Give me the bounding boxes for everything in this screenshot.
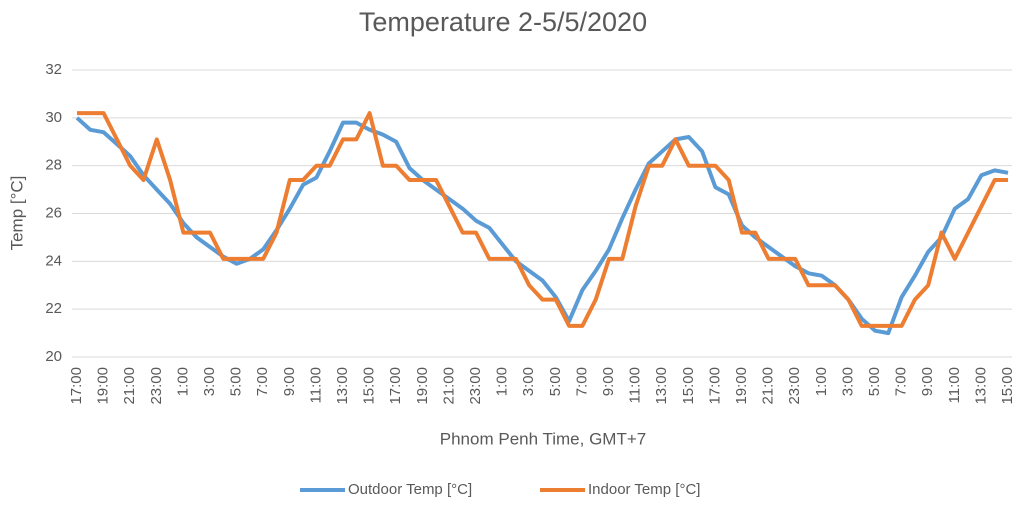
x-tick-label: 7:00	[893, 367, 910, 396]
series-line	[77, 111, 1008, 328]
x-tick-label: 19:00	[95, 367, 112, 405]
x-tick-label: 23:00	[467, 367, 484, 405]
x-tick-label: 7:00	[254, 367, 271, 396]
x-tick-label: 11:00	[307, 367, 324, 403]
x-tick-label: 1:00	[174, 367, 191, 396]
x-tick-label: 17:00	[706, 367, 723, 405]
y-tick-label: 26	[45, 204, 62, 221]
x-tick-label: 11:00	[946, 367, 963, 403]
y-tick-label: 28	[45, 157, 62, 174]
x-tick-label: 21:00	[760, 367, 777, 405]
x-tick-label: 15:00	[361, 367, 378, 405]
y-axis-title: Temp [°C]	[7, 176, 26, 251]
y-tick-label: 24	[45, 252, 62, 269]
x-tick-label: 9:00	[281, 367, 298, 396]
legend-label: Outdoor Temp [°C]	[348, 481, 472, 498]
x-tick-label: 9:00	[919, 367, 936, 396]
x-tick-label: 5:00	[547, 367, 564, 396]
x-tick-label: 19:00	[414, 367, 431, 405]
x-tick-label: 1:00	[813, 367, 830, 396]
x-tick-label: 3:00	[520, 367, 537, 396]
x-tick-label: 23:00	[786, 367, 803, 405]
x-tick-label: 13:00	[972, 367, 989, 405]
y-tick-label: 30	[45, 109, 62, 126]
chart-title: Temperature 2-5/5/2020	[359, 7, 647, 37]
x-tick-label: 21:00	[440, 367, 457, 405]
x-tick-label: 19:00	[733, 367, 750, 405]
x-tick-label: 3:00	[839, 367, 856, 396]
legend-label: Indoor Temp [°C]	[588, 481, 700, 498]
x-tick-label: 15:00	[999, 367, 1016, 405]
x-tick-label: 9:00	[600, 367, 617, 396]
x-tick-label: 15:00	[680, 367, 697, 405]
y-tick-label: 22	[45, 300, 62, 317]
x-tick-label: 23:00	[148, 367, 165, 405]
x-axis-title: Phnom Penh Time, GMT+7	[440, 429, 646, 448]
x-tick-label: 13:00	[334, 367, 351, 405]
x-tick-label: 3:00	[201, 367, 218, 396]
x-tick-label: 21:00	[121, 367, 138, 405]
y-tick-label: 32	[45, 61, 62, 78]
x-tick-label: 5:00	[866, 367, 883, 396]
x-tick-label: 7:00	[573, 367, 590, 396]
x-tick-label: 13:00	[653, 367, 670, 405]
x-tick-label: 5:00	[228, 367, 245, 396]
x-tick-label: 1:00	[494, 367, 511, 396]
x-tick-label: 17:00	[68, 367, 85, 405]
x-tick-label: 17:00	[387, 367, 404, 405]
y-tick-label: 20	[45, 348, 62, 365]
x-tick-label: 11:00	[627, 367, 644, 403]
